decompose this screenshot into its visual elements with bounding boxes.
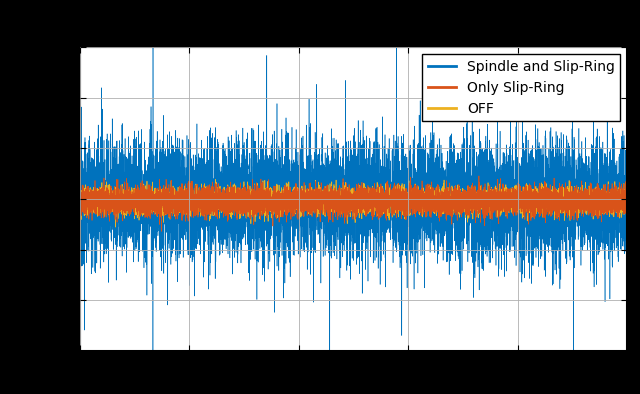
Line: Only Slip-Ring: Only Slip-Ring <box>80 176 627 231</box>
Only Slip-Ring <box>158 229 166 234</box>
Only Slip-Ring <box>109 202 116 207</box>
Spindle and Slip-Ring <box>184 164 191 169</box>
Only Slip-Ring <box>79 197 86 202</box>
OFF <box>184 195 191 200</box>
Legend: Spindle and Slip-Ring, Only Slip-Ring, OFF: Spindle and Slip-Ring, Only Slip-Ring, O… <box>422 54 620 121</box>
Only Slip-Ring <box>595 183 602 188</box>
Line: Spindle and Slip-Ring: Spindle and Slip-Ring <box>80 0 627 394</box>
Spindle and Slip-Ring <box>79 188 86 193</box>
Only Slip-Ring <box>99 188 106 193</box>
Spindle and Slip-Ring <box>99 228 106 232</box>
Only Slip-Ring <box>623 198 631 203</box>
Only Slip-Ring <box>76 196 84 201</box>
Only Slip-Ring <box>344 199 351 204</box>
Spindle and Slip-Ring <box>623 178 631 183</box>
OFF <box>111 225 119 229</box>
OFF <box>99 194 106 199</box>
Spindle and Slip-Ring <box>76 203 84 207</box>
OFF <box>76 198 84 203</box>
OFF <box>623 195 631 200</box>
OFF <box>212 177 220 182</box>
Only Slip-Ring <box>475 174 483 178</box>
OFF <box>109 198 116 203</box>
OFF <box>79 194 86 199</box>
OFF <box>344 206 351 211</box>
Only Slip-Ring <box>184 188 191 193</box>
OFF <box>595 195 602 199</box>
Spindle and Slip-Ring <box>595 204 602 208</box>
Spindle and Slip-Ring <box>109 204 116 209</box>
Line: OFF: OFF <box>80 179 627 227</box>
Spindle and Slip-Ring <box>344 169 351 174</box>
